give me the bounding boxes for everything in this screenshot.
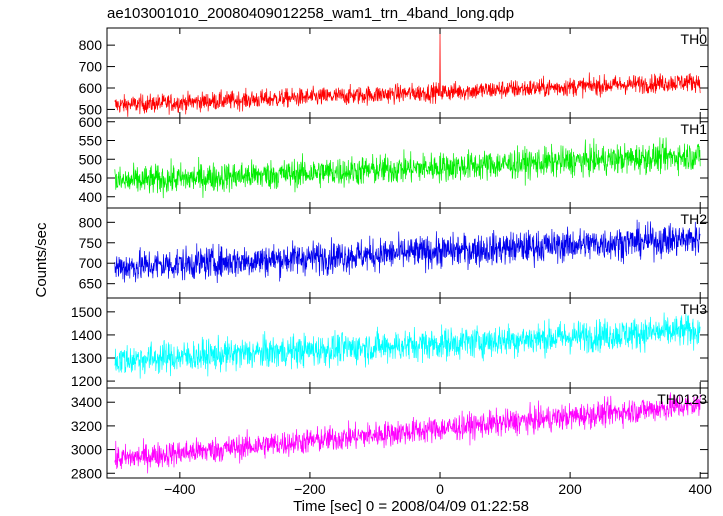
- y-tick-label: 600: [79, 80, 103, 96]
- y-tick-label: 3000: [71, 442, 102, 458]
- panel-label-th0: TH0: [681, 31, 708, 47]
- x-tick-label: −400: [164, 481, 196, 497]
- y-tick-label: 650: [79, 276, 103, 292]
- y-tick-label: 550: [79, 133, 103, 149]
- x-axis-label: Time [sec] 0 = 2008/04/09 01:22:58: [293, 498, 529, 515]
- y-tick-label: 3200: [71, 418, 102, 434]
- y-tick-label: 800: [79, 37, 103, 53]
- y-tick-label: 1300: [71, 350, 102, 366]
- y-tick-label: 3400: [71, 394, 102, 410]
- y-tick-label: 1400: [71, 327, 102, 343]
- y-tick-label: 700: [79, 59, 103, 75]
- series-line-th0123: [114, 392, 701, 474]
- y-tick-label: 750: [79, 235, 103, 251]
- panel-label-th2: TH2: [681, 211, 708, 227]
- panel-label-th3: TH3: [681, 301, 708, 317]
- y-tick-label: 1500: [71, 304, 102, 320]
- y-tick-label: 1200: [71, 373, 102, 389]
- panel-frame: [106, 387, 709, 479]
- y-tick-label: 500: [79, 151, 103, 167]
- series-line-th1: [114, 137, 701, 199]
- x-tick-label: 200: [558, 481, 582, 497]
- series-line-th0: [114, 28, 701, 117]
- y-tick-label: 450: [79, 170, 103, 186]
- panel-label-th0123: TH0123: [657, 391, 707, 407]
- series-line-th3: [114, 312, 701, 379]
- panel-label-th1: TH1: [681, 121, 708, 137]
- y-tick-label: 800: [79, 214, 103, 230]
- y-tick-label: 400: [79, 189, 103, 205]
- x-tick-label: 400: [689, 481, 713, 497]
- y-tick-label: 500: [79, 101, 103, 117]
- chart-title: ae103001010_20080409012258_wam1_trn_4ban…: [107, 5, 514, 22]
- y-tick-label: 700: [79, 255, 103, 271]
- x-tick-label: 0: [436, 481, 444, 497]
- y-axis-label: Counts/sec: [33, 222, 50, 298]
- y-tick-label: 2800: [71, 465, 102, 481]
- x-tick-label: −200: [294, 481, 326, 497]
- series-line-th2: [114, 219, 701, 283]
- y-tick-label: 600: [79, 114, 103, 130]
